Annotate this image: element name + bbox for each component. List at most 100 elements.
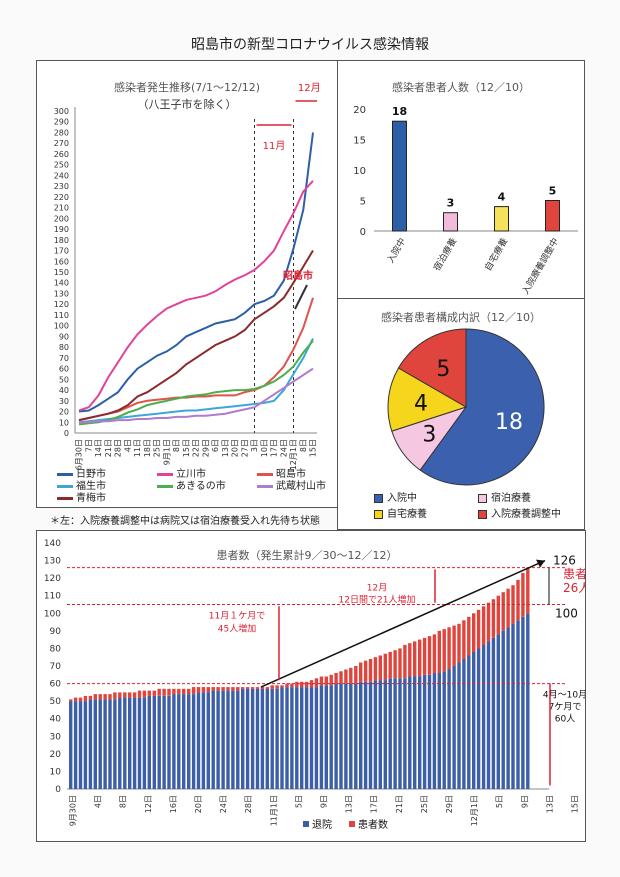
bar-discharged <box>83 701 88 789</box>
bar-discharged <box>69 701 73 789</box>
bar-patients <box>329 674 333 686</box>
pie-slice <box>387 367 468 432</box>
bar-discharged <box>206 692 210 789</box>
bar-patients <box>69 699 73 702</box>
hundred-label: 100 <box>555 606 578 620</box>
legend-swatch <box>303 821 309 827</box>
patients-panel: 感染者患者人数（12／10） 0 5 10 15 20 18 入院中 3 宿泊療養 4 自宅療養 5 入… <box>337 60 585 300</box>
y-tick-label: 20 <box>59 408 69 417</box>
bar-discharged <box>231 690 235 789</box>
bar-discharged <box>526 613 530 789</box>
bar-patients <box>467 616 471 656</box>
bar-discharged <box>290 687 294 789</box>
bar-patients <box>516 579 520 621</box>
bar-patients <box>462 620 466 659</box>
bar-discharged <box>363 681 368 789</box>
y-tick-label: 0 <box>55 785 61 795</box>
x-tick-label: 9月1日 <box>162 439 171 465</box>
bar-patients <box>211 687 215 691</box>
y-tick-label: 70 <box>50 662 62 672</box>
bar-discharged <box>295 687 299 789</box>
bar-discharged <box>314 687 319 789</box>
x-tick-label: 6日 <box>211 439 220 452</box>
x-tick-label: 17日 <box>270 439 279 457</box>
y-tick-label: 10 <box>59 418 69 427</box>
bar-patients <box>359 662 363 682</box>
bar-discharged <box>88 699 93 789</box>
x-tick-label: 25日 <box>153 439 162 457</box>
bar-patients <box>187 688 191 695</box>
bar-patients <box>290 683 294 688</box>
bar-discharged <box>93 699 97 789</box>
pie-slice <box>419 328 545 486</box>
bar-patients <box>442 629 446 672</box>
bar-patients <box>142 690 147 698</box>
bar-discharged <box>413 676 417 789</box>
bar-patients <box>137 690 142 698</box>
bar-discharged <box>255 688 260 789</box>
y-tick-label: 180 <box>54 236 69 245</box>
bar-discharged <box>78 701 83 789</box>
x-tick-label: 24日 <box>219 795 228 813</box>
bar-discharged <box>354 683 358 789</box>
bar-discharged <box>383 680 387 789</box>
bar-discharged <box>344 683 348 789</box>
bar-discharged <box>378 680 382 789</box>
legend-label: 入院中 <box>387 493 417 504</box>
legend-label: 入院療養調整中 <box>491 509 561 520</box>
cumulative-chart: 0 10 20 30 40 50 60 70 80 90 100 110 120 130 140 9月30日 4… <box>44 539 585 831</box>
x-tick-label: 9日 <box>520 795 529 808</box>
legend-swatch <box>57 472 73 476</box>
bar-discharged <box>472 651 476 789</box>
bar-patients <box>113 692 117 700</box>
x-tick-label: 12月1日 <box>470 795 479 826</box>
legend-label: 青梅市 <box>76 493 106 504</box>
legend-label: あきるの市 <box>176 481 226 492</box>
bar-discharged <box>452 666 456 789</box>
x-tick-label: 27日 <box>240 439 249 457</box>
y-tick-label: 110 <box>54 311 69 320</box>
bar-patients <box>270 685 274 689</box>
bar-patients <box>496 595 500 635</box>
slice-label: 18 <box>495 410 523 435</box>
bar-patients <box>521 572 525 617</box>
bar-patients <box>437 630 441 674</box>
bar-discharged <box>393 678 397 789</box>
bar-patients <box>250 687 255 689</box>
composition-title: 感染者患者構成内訳（12／10） <box>381 311 541 324</box>
bar-discharged <box>373 680 378 789</box>
bar-discharged <box>368 681 373 789</box>
bar-patients <box>241 687 245 689</box>
bar-patients <box>388 651 392 679</box>
category-label: 入院中 <box>384 236 408 265</box>
bar-discharged <box>245 688 250 789</box>
bar-patients <box>408 643 412 677</box>
y-tick-label: 270 <box>54 139 69 148</box>
akishima-label: 昭島市 <box>283 269 313 282</box>
y-tick-label: 0 <box>360 227 366 238</box>
bar-patients <box>304 681 309 688</box>
y-tick-label: 210 <box>54 204 69 213</box>
legend-swatch <box>374 509 383 519</box>
legend-swatch <box>478 509 487 519</box>
y-tick-label: 200 <box>54 214 69 223</box>
x-tick-label: 12日 <box>144 795 153 813</box>
bar-discharged <box>496 634 500 789</box>
bar-discharged <box>359 681 363 789</box>
bar-patients <box>526 567 530 614</box>
bar-patients <box>275 685 279 689</box>
bar-discharged <box>521 616 525 789</box>
slice-label: 3 <box>422 423 436 448</box>
bar-patients <box>226 687 230 691</box>
legend-item: 青梅市 <box>57 489 106 504</box>
y-tick-label: 50 <box>59 375 69 384</box>
x-tick-label: 17日 <box>370 795 379 813</box>
page-title: 昭島市の新型コロナウイルス感染情報 <box>191 37 429 53</box>
y-tick-label: 40 <box>50 715 62 725</box>
x-tick-label: 8日 <box>172 439 181 452</box>
bar-patients <box>334 673 338 684</box>
trend-panel: 感染者発生推移(7/1～12/12) （八王子市を除く） 0 10 20 30 40 50… <box>36 60 338 508</box>
bar-patients <box>201 687 206 693</box>
oct-annotation: 4月～10月 7ケ月で 60人 <box>543 690 585 725</box>
bar-discharged <box>304 687 309 789</box>
